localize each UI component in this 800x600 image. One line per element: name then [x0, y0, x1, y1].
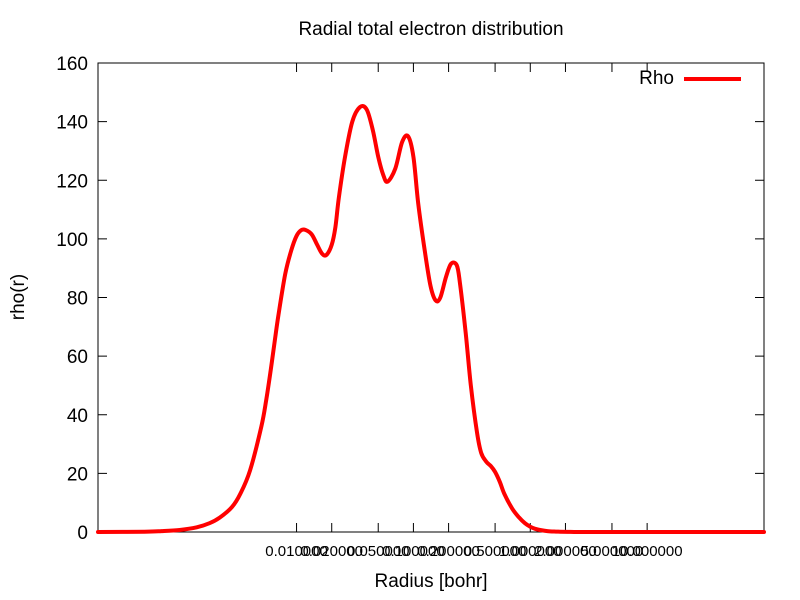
y-axis-title: rho(r): [8, 274, 29, 320]
x-tick-label: 10.000000: [612, 543, 683, 560]
x-tick-label: 0.050000: [347, 543, 410, 560]
y-tick-label: 20: [67, 464, 88, 485]
chart-title: Radial total electron distribution: [298, 19, 563, 40]
y-tick-label: 60: [67, 347, 88, 368]
x-tick-label: 1.000000: [499, 543, 562, 560]
y-tick-label: 160: [56, 54, 88, 75]
y-tick-label: 40: [67, 406, 88, 427]
x-tick-label: 0.500000: [464, 543, 527, 560]
x-tick-label: 2.000000: [534, 543, 597, 560]
y-tick-label: 0: [77, 523, 88, 544]
x-tick-label: 0.020000: [300, 543, 363, 560]
x-tick-label: 0.200000: [417, 543, 480, 560]
x-tick-label: 0.100000: [382, 543, 445, 560]
y-tick-label: 80: [67, 289, 88, 310]
x-tick-label: 0.010000: [265, 543, 328, 560]
x-tick-label: 5.000000: [581, 543, 644, 560]
series-line-rho: [96, 104, 766, 534]
y-tick-label: 100: [56, 230, 88, 251]
y-tick-label: 120: [56, 171, 88, 192]
y-tick-label: 140: [56, 113, 88, 134]
x-axis-title: Radius [bohr]: [374, 571, 487, 592]
legend-label: Rho: [639, 68, 674, 89]
